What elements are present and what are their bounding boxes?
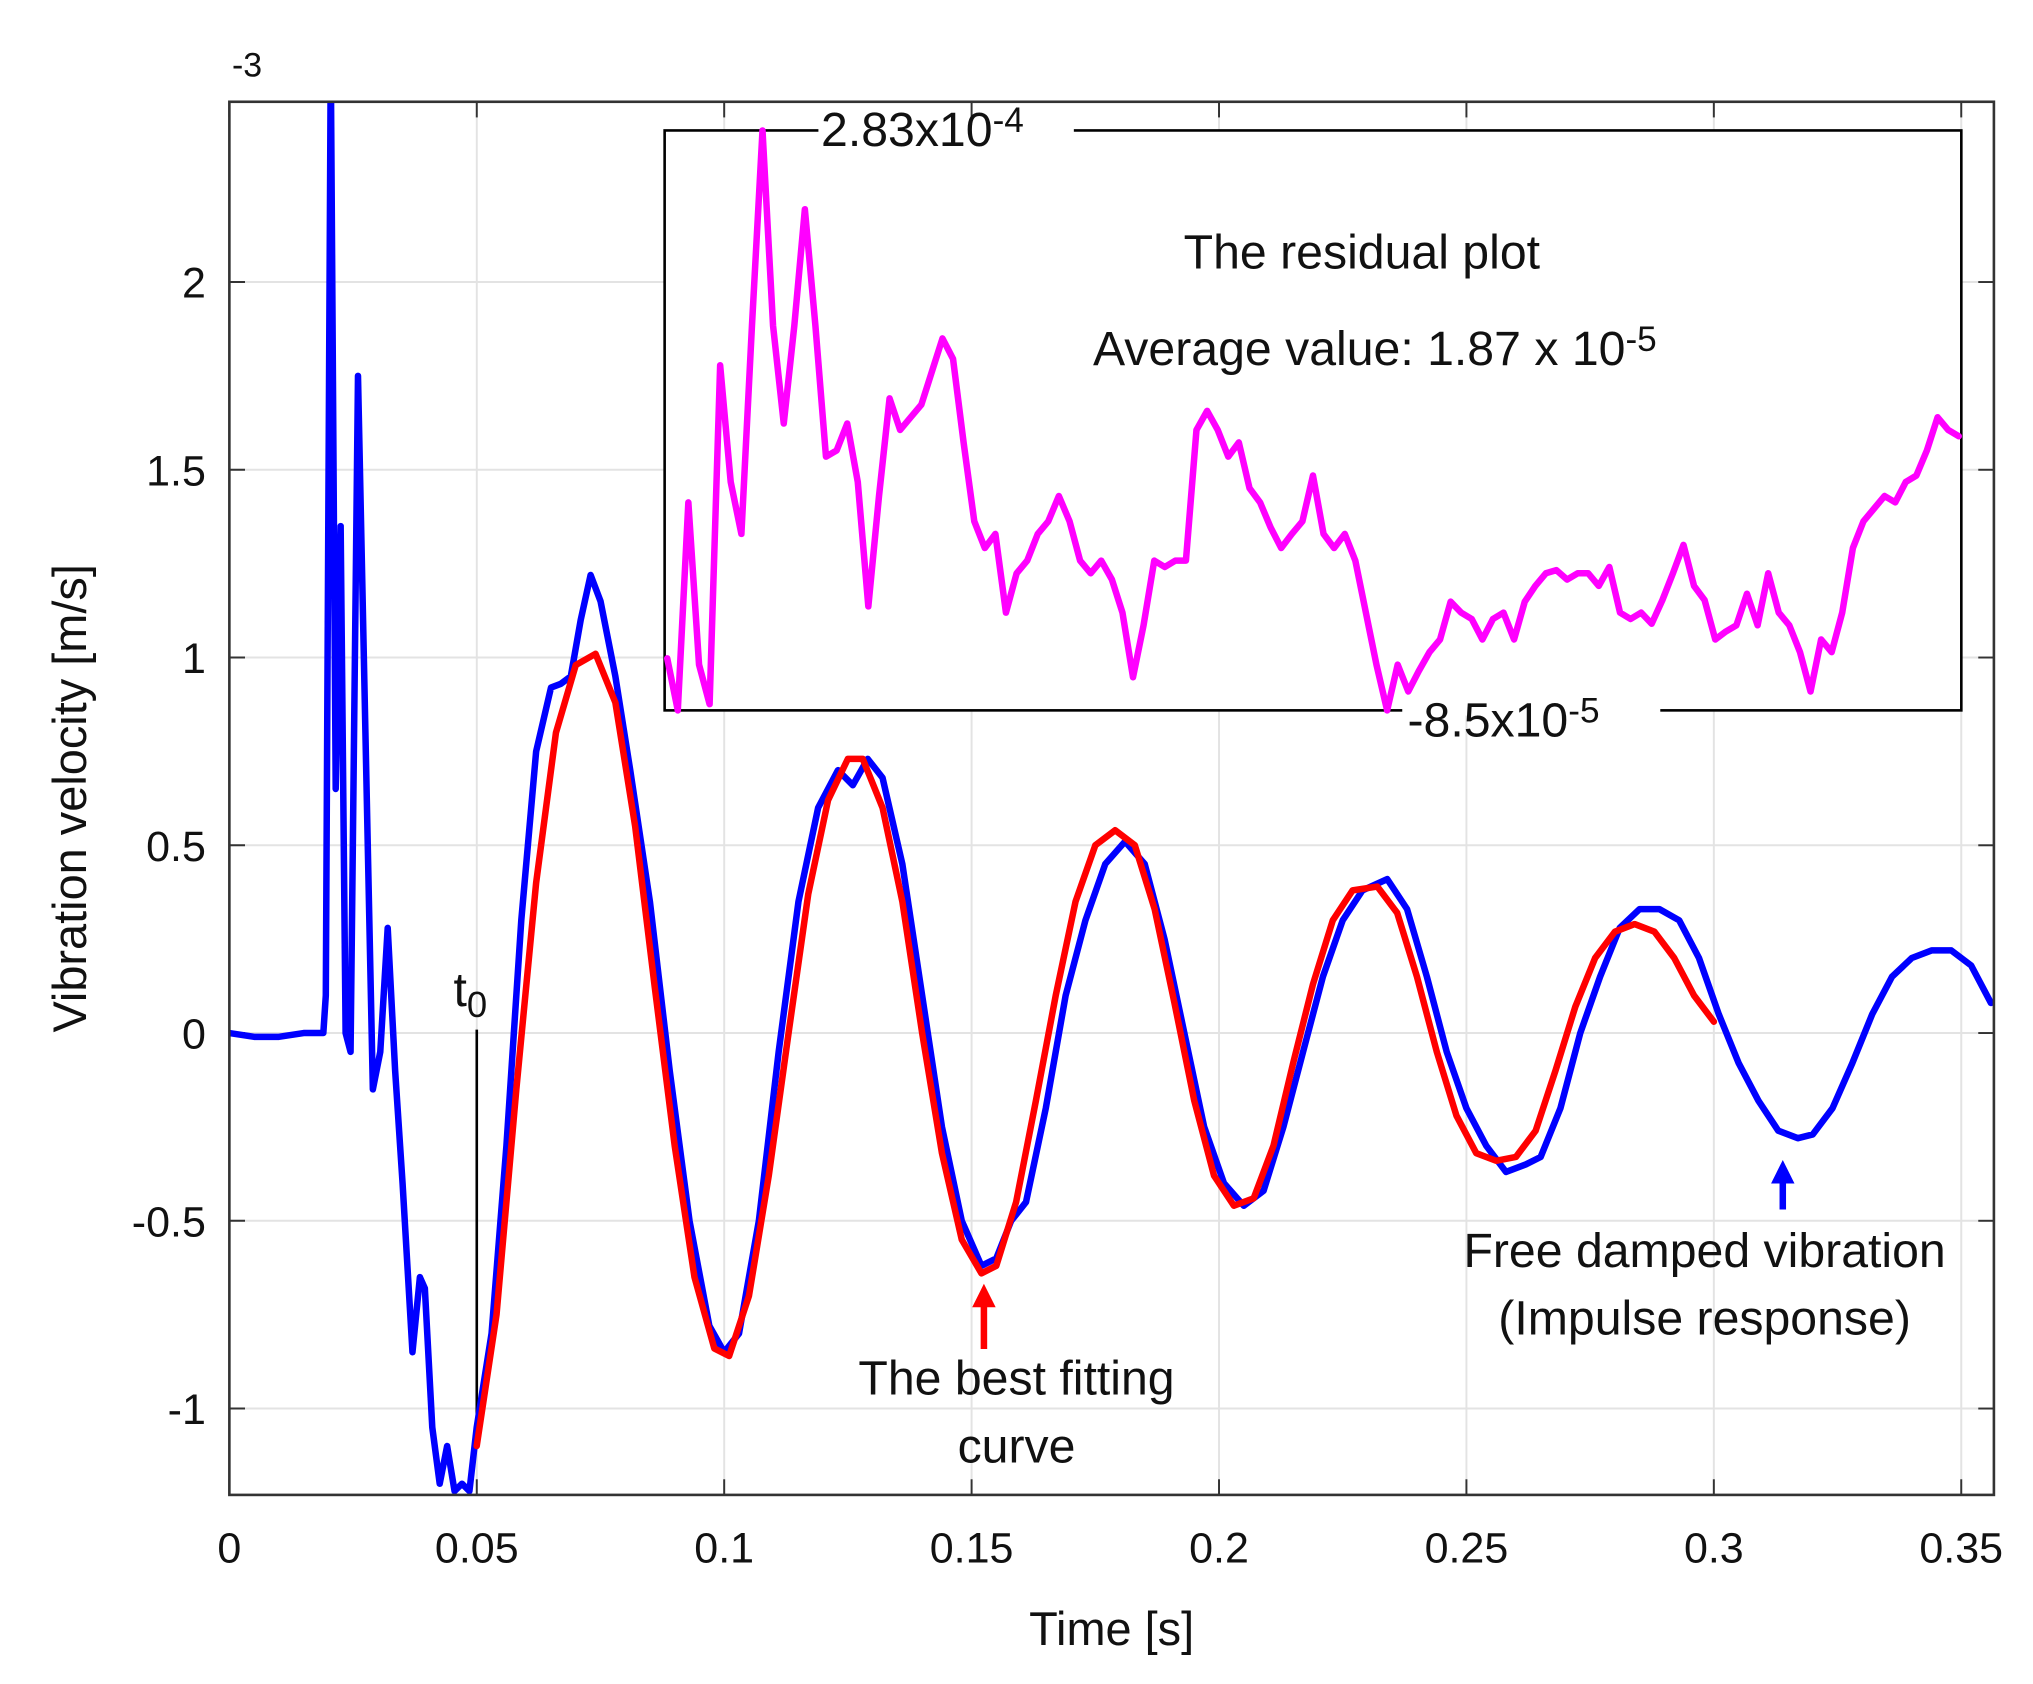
x-tick-label: 0.15 bbox=[930, 1525, 1014, 1573]
data-line bbox=[473, 650, 1718, 1450]
plot-lines bbox=[229, 101, 1994, 1495]
y-axis-label: Vibration velocity [m/s] bbox=[44, 564, 96, 1032]
annotation: Free damped vibration bbox=[1463, 1224, 1945, 1278]
inset-label-bg bbox=[1402, 705, 1661, 716]
y-multiplier: -3 bbox=[232, 46, 262, 84]
y-multiplier-base-exponent: -3 bbox=[232, 46, 262, 84]
y-tick-label: 1 bbox=[182, 635, 206, 683]
inset-title: The residual plot bbox=[1184, 226, 1541, 280]
inset-label-bg bbox=[818, 125, 1074, 136]
y-tick-label: 0 bbox=[182, 1011, 206, 1059]
arrow-head bbox=[1771, 1159, 1795, 1184]
inset-min-text-exponent: -5 bbox=[1568, 691, 1599, 730]
data-line bbox=[229, 101, 1994, 1495]
annotation: The best fitting bbox=[858, 1352, 1174, 1406]
annotation: t0 bbox=[454, 963, 488, 1025]
annotation-text: t bbox=[454, 963, 468, 1017]
annotation: curve bbox=[958, 1419, 1076, 1473]
inset-max-text: 2.83x10 bbox=[821, 103, 993, 157]
arrow-head bbox=[972, 1283, 996, 1308]
y-tick-label: -0.5 bbox=[132, 1198, 206, 1246]
annotation: (Impulse response) bbox=[1498, 1292, 1911, 1346]
inset-max-text-exponent: -4 bbox=[993, 101, 1024, 140]
inset-subtitle-text: Average value: 1.87 x 10 bbox=[1093, 322, 1625, 376]
annotation-subscript: 0 bbox=[467, 984, 487, 1025]
plot-frame bbox=[228, 100, 1996, 1497]
y-tick-label: -1 bbox=[168, 1386, 206, 1434]
y-tick-label: 1.5 bbox=[146, 447, 206, 495]
inset-subtitle: Average value: 1.87 x 10-5 bbox=[1093, 320, 1657, 376]
x-tick-label: 0.3 bbox=[1684, 1525, 1744, 1573]
x-tick-label: 0.05 bbox=[435, 1525, 519, 1573]
inset-subtitle-text-exponent: -5 bbox=[1625, 320, 1656, 359]
x-tick-label: 0.35 bbox=[1919, 1525, 2003, 1573]
x-axis-label: Time [s] bbox=[1029, 1603, 1194, 1655]
inset-min-text: -8.5x10 bbox=[1407, 693, 1568, 747]
x-tick-label: 0 bbox=[217, 1525, 241, 1573]
y-tick-label: 2 bbox=[182, 260, 206, 308]
inset-frame bbox=[663, 129, 1963, 712]
inset-min-label: -8.5x10-5 bbox=[1407, 691, 1599, 747]
x-tick-label: 0.25 bbox=[1425, 1525, 1509, 1573]
x-tick-label: 0.1 bbox=[694, 1525, 754, 1573]
data-line bbox=[663, 127, 1962, 714]
inset-max-label: 2.83x10-4 bbox=[821, 101, 1024, 157]
x-tick-label: 0.2 bbox=[1189, 1525, 1249, 1573]
y-tick-label: 0.5 bbox=[146, 823, 206, 871]
